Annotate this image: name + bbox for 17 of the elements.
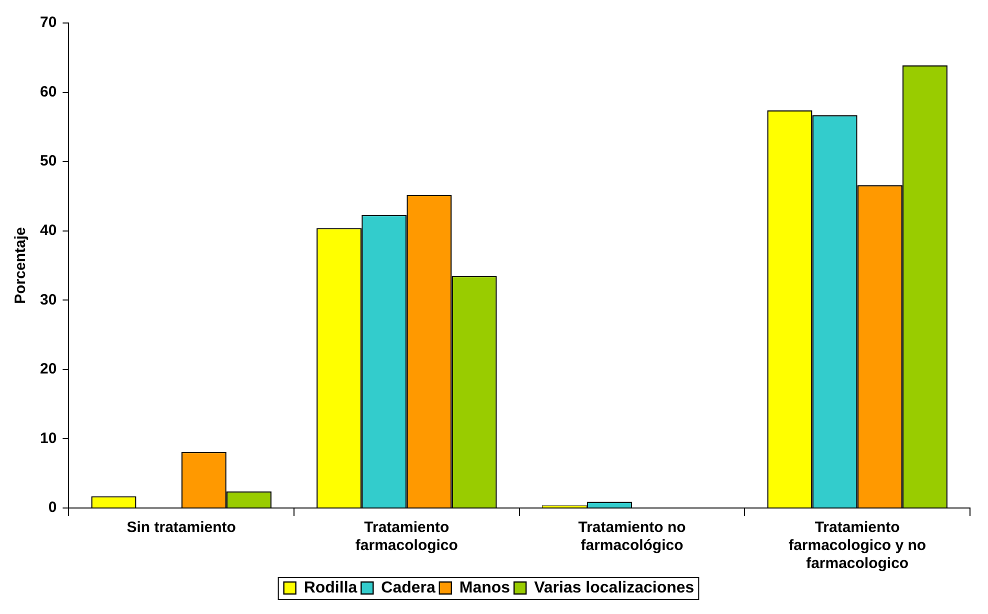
y-tick-label: 60 — [40, 83, 57, 100]
legend-label: Cadera — [381, 579, 436, 596]
y-tick-label: 10 — [40, 430, 57, 447]
y-tick-label: 50 — [40, 152, 57, 170]
y-tick-label: 0 — [48, 499, 57, 516]
x-tick-label: Sin tratamiento — [126, 519, 236, 536]
y-tick-label: 40 — [40, 222, 57, 239]
x-tick-label: Tratamiento farmacologico — [355, 519, 458, 554]
x-tick-label: Tratamiento farmacologico y no farmacologico — [788, 519, 926, 572]
legend-label: Manos — [459, 579, 510, 596]
y-tick-label: 20 — [40, 360, 57, 378]
y-tick-label: 30 — [40, 291, 57, 308]
y-axis-title: Porcentaje — [12, 227, 30, 304]
legend-label: Varias localizaciones — [534, 579, 694, 596]
y-tick-label: 70 — [40, 14, 57, 32]
x-tick-label: Tratamiento no farmacológico — [578, 519, 686, 554]
legend-label: Rodilla — [304, 579, 358, 596]
